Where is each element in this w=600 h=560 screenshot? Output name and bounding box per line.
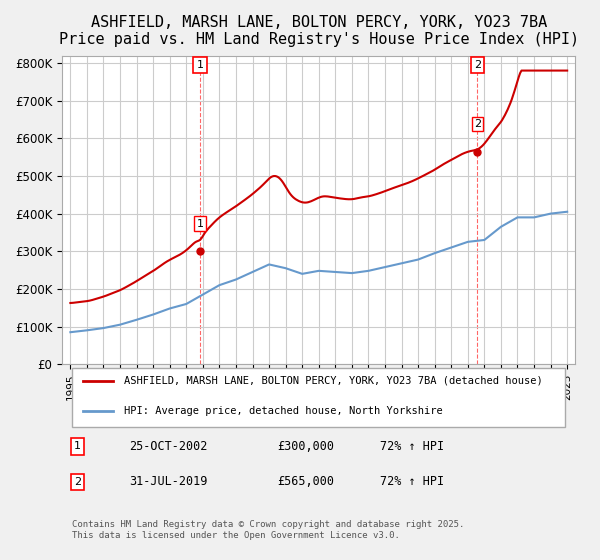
Text: 31-JUL-2019: 31-JUL-2019 xyxy=(129,475,207,488)
Text: 72% ↑ HPI: 72% ↑ HPI xyxy=(380,440,445,452)
Text: 2: 2 xyxy=(474,60,481,70)
Text: £565,000: £565,000 xyxy=(278,475,335,488)
Text: Contains HM Land Registry data © Crown copyright and database right 2025.
This d: Contains HM Land Registry data © Crown c… xyxy=(73,520,465,540)
Text: 1: 1 xyxy=(196,218,203,228)
Text: 25-OCT-2002: 25-OCT-2002 xyxy=(129,440,207,452)
Text: ASHFIELD, MARSH LANE, BOLTON PERCY, YORK, YO23 7BA (detached house): ASHFIELD, MARSH LANE, BOLTON PERCY, YORK… xyxy=(124,376,542,386)
Text: 2: 2 xyxy=(74,477,81,487)
Text: HPI: Average price, detached house, North Yorkshire: HPI: Average price, detached house, Nort… xyxy=(124,405,442,416)
Text: 2: 2 xyxy=(474,119,481,129)
FancyBboxPatch shape xyxy=(73,367,565,427)
Text: £300,000: £300,000 xyxy=(278,440,335,452)
Title: ASHFIELD, MARSH LANE, BOLTON PERCY, YORK, YO23 7BA
Price paid vs. HM Land Regist: ASHFIELD, MARSH LANE, BOLTON PERCY, YORK… xyxy=(59,15,579,48)
Text: 1: 1 xyxy=(196,60,203,70)
Text: 72% ↑ HPI: 72% ↑ HPI xyxy=(380,475,445,488)
Text: 1: 1 xyxy=(74,441,81,451)
